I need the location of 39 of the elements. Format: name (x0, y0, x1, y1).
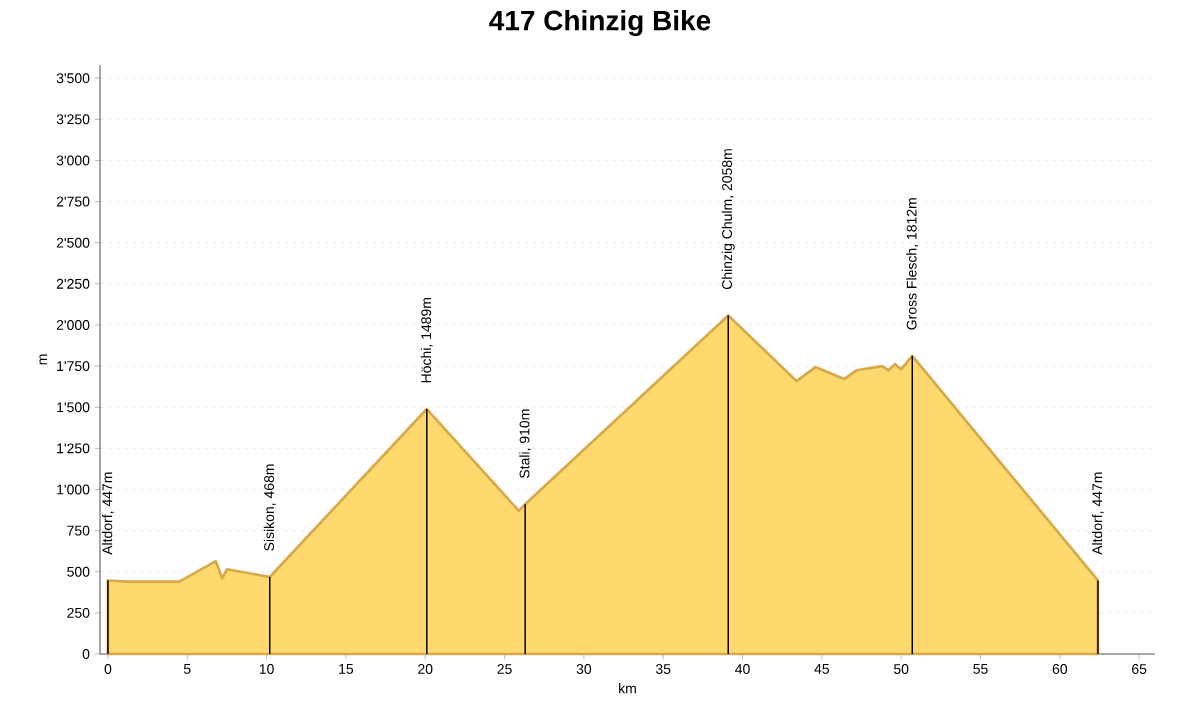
x-tick-label: 65 (1132, 664, 1147, 674)
x-tick-label: 35 (655, 664, 671, 674)
x-tick-label: 55 (973, 664, 988, 674)
y-tick-label: 3'000 (56, 155, 90, 166)
y-tick-label: 2'750 (56, 196, 90, 207)
x-tick-label: 15 (339, 664, 354, 674)
x-tick-label: 25 (497, 664, 512, 674)
chart-title: 417 Chinzig Bike (489, 9, 711, 37)
x-tick-label: 20 (418, 664, 433, 674)
x-tick-label: 5 (183, 664, 191, 674)
y-tick-label: 500 (67, 566, 90, 577)
data-label: Sisikon, 468m (263, 464, 276, 551)
x-tick-label: 60 (1052, 664, 1068, 674)
y-tick-label: 250 (67, 607, 90, 618)
y-tick-label: 2'000 (56, 320, 90, 330)
data-label: Höchi, 1489m (420, 298, 433, 383)
y-tick-label: 0 (82, 649, 90, 659)
y-tick-label: 2'500 (56, 237, 90, 248)
data-label: Stali, 910m (519, 409, 532, 479)
data-label: Gross Flesch, 1812m (906, 198, 919, 330)
y-tick-label: 2'250 (56, 278, 90, 289)
data-label: Chinzig Chulm, 2058m (721, 149, 735, 290)
y-tick-label: 1'000 (57, 484, 90, 495)
x-tick-label: 10 (259, 664, 274, 674)
y-tick-label: 3'250 (56, 114, 90, 125)
x-tick-label: 30 (576, 664, 592, 674)
y-tick-label: 1'500 (57, 402, 90, 413)
x-axis-title: km (619, 683, 636, 694)
y-tick-label: 1'250 (57, 443, 90, 454)
data-label: Altdorf, 447m (101, 472, 114, 555)
x-tick-label: 40 (735, 664, 750, 674)
y-tick-label: 3'500 (56, 73, 90, 84)
y-tick-label: 750 (67, 525, 90, 536)
data-label: Altdorf, 447m (1091, 472, 1104, 555)
x-tick-label: 50 (893, 664, 909, 674)
x-tick-label: 0 (104, 664, 112, 674)
x-tick-label: 45 (814, 664, 830, 674)
y-tick-label: 1'750 (57, 361, 90, 372)
y-axis-title: m (39, 354, 47, 365)
